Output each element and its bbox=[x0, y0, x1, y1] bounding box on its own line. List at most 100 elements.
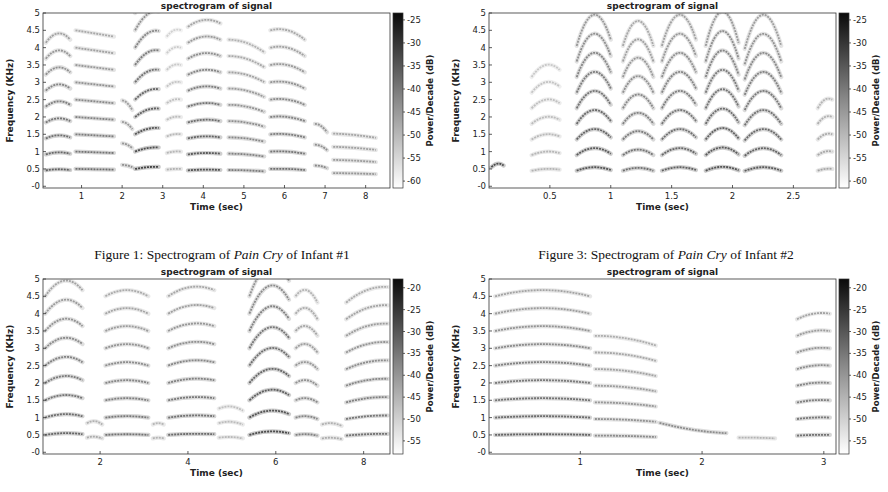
harmonic-halo bbox=[46, 33, 70, 42]
harmonic bbox=[168, 434, 214, 435]
panel: spectrogram of signal-00.511.522.533.544… bbox=[451, 1, 881, 212]
harmonic-halo bbox=[296, 308, 318, 319]
colorbar-tick bbox=[403, 419, 405, 420]
harmonic-halo bbox=[745, 110, 782, 125]
harmonic-halo bbox=[45, 338, 82, 349]
harmonic-halo bbox=[662, 110, 696, 124]
x-tick bbox=[243, 185, 244, 188]
harmonic-halo bbox=[662, 34, 696, 62]
harmonic bbox=[745, 129, 782, 140]
harmonic-halo bbox=[623, 113, 654, 124]
colorbar-tick-label: -30 bbox=[853, 38, 867, 48]
y-tick-label: 2.5 bbox=[472, 95, 486, 105]
harmonic bbox=[346, 287, 388, 303]
colorbar-tick bbox=[403, 375, 405, 376]
harmonic bbox=[270, 82, 305, 89]
harmonic-halo bbox=[167, 134, 181, 136]
y-tick bbox=[43, 382, 46, 383]
harmonic bbox=[706, 70, 739, 93]
harmonic bbox=[45, 357, 82, 366]
harmonic-halo bbox=[188, 86, 221, 90]
harmonic-halo bbox=[495, 362, 590, 365]
colorbar-tick-label: -30 bbox=[407, 327, 421, 337]
colorbar-tick-label: -55 bbox=[407, 436, 421, 446]
harmonic bbox=[105, 416, 148, 417]
colorbar-tick-label: -25 bbox=[853, 305, 867, 315]
harmonic bbox=[818, 169, 833, 171]
harmonic bbox=[188, 20, 221, 27]
harmonic bbox=[167, 151, 181, 153]
y-tick-label: 3.5 bbox=[26, 60, 40, 70]
harmonic bbox=[229, 154, 265, 157]
x-tick bbox=[823, 451, 824, 454]
y-tick bbox=[489, 452, 492, 453]
harmonic-halo bbox=[45, 395, 82, 400]
harmonic-halo bbox=[797, 417, 830, 419]
harmonic-halo bbox=[315, 145, 327, 151]
y-tick bbox=[489, 279, 492, 280]
harmonic-halo bbox=[168, 360, 214, 365]
harmonic-halo bbox=[745, 72, 782, 95]
harmonic-halo bbox=[495, 308, 590, 314]
harmonic-halo bbox=[270, 169, 305, 170]
harmonic-halo bbox=[315, 166, 327, 169]
harmonic-halo bbox=[46, 101, 70, 106]
harmonic bbox=[249, 306, 289, 331]
x-tick-label: 8 bbox=[363, 191, 368, 201]
harmonic-halo bbox=[532, 134, 560, 139]
y-tick bbox=[43, 168, 46, 169]
harmonic-halo bbox=[797, 383, 830, 386]
y-tick-label: 0.5 bbox=[472, 164, 486, 174]
harmonic bbox=[45, 395, 82, 400]
harmonic-halo bbox=[296, 344, 318, 353]
harmonic bbox=[706, 89, 739, 108]
plot-bg bbox=[43, 279, 390, 454]
y-tick-label: 5 bbox=[35, 8, 40, 18]
x-tick-label: 1 bbox=[79, 191, 84, 201]
harmonic-halo bbox=[167, 151, 181, 153]
harmonic-halo bbox=[495, 416, 590, 417]
harmonic-halo bbox=[188, 36, 221, 42]
harmonic bbox=[495, 416, 590, 417]
colorbar-tick bbox=[403, 309, 405, 310]
harmonic bbox=[168, 360, 214, 365]
harmonic bbox=[745, 110, 782, 125]
harmonic-halo bbox=[188, 20, 221, 27]
harmonic bbox=[662, 53, 696, 77]
y-tick-label: 4 bbox=[481, 309, 486, 319]
colorbar-tick-label: -55 bbox=[853, 436, 867, 446]
harmonic-halo bbox=[818, 99, 833, 109]
harmonic-halo bbox=[706, 89, 739, 108]
y-tick bbox=[489, 64, 492, 65]
harmonic bbox=[188, 70, 221, 75]
harmonic-halo bbox=[623, 39, 654, 61]
harmonic-halo bbox=[76, 152, 115, 153]
colorbar-tick bbox=[849, 331, 851, 332]
harmonic-halo bbox=[818, 134, 833, 140]
harmonic-halo bbox=[296, 290, 318, 303]
x-tick bbox=[610, 185, 611, 188]
harmonic bbox=[296, 380, 318, 386]
y-tick-label: -0 bbox=[32, 181, 40, 191]
y-tick bbox=[43, 313, 46, 314]
harmonic-halo bbox=[122, 122, 132, 129]
harmonic-halo bbox=[532, 65, 560, 78]
harmonic-halo bbox=[153, 423, 164, 424]
harmonic bbox=[270, 116, 305, 121]
harmonic bbox=[188, 36, 221, 42]
harmonic-halo bbox=[76, 65, 115, 70]
y-tick-label: 4 bbox=[481, 43, 486, 53]
harmonic bbox=[662, 110, 696, 124]
harmonic bbox=[168, 287, 214, 297]
x-tick bbox=[275, 451, 276, 454]
harmonic-halo bbox=[333, 147, 376, 150]
colorbar-tick bbox=[849, 287, 851, 288]
harmonic-halo bbox=[270, 151, 305, 153]
harmonic-halo bbox=[595, 402, 656, 406]
harmonic-halo bbox=[249, 411, 289, 418]
harmonic-halo bbox=[577, 167, 611, 170]
harmonic bbox=[270, 169, 305, 170]
y-tick-label: 1.5 bbox=[26, 395, 40, 405]
colorbar-tick bbox=[403, 88, 405, 89]
harmonic bbox=[229, 56, 265, 67]
